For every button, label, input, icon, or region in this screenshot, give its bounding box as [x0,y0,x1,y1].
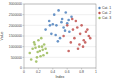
point [67,19,70,22]
point [41,49,44,52]
point [44,48,47,51]
point [68,30,71,33]
point [31,48,34,51]
point [61,18,64,21]
tick-label: 0.6 [65,70,70,74]
tick-label: 0.8 [79,70,84,74]
tick-label: 0.2 [36,70,41,74]
axis-title: Value [0,32,4,41]
tick-label: 1500000 [9,34,22,38]
point [64,11,67,14]
axis-title: Index [56,75,65,79]
point [72,28,75,31]
point [57,9,60,12]
point [80,24,83,27]
legend-label: Cat. 1 [102,6,111,10]
point [53,13,56,16]
point [48,20,51,23]
point [50,33,53,36]
tick-label: 0.4 [50,70,55,74]
point [34,46,37,49]
point [62,26,65,29]
point [28,52,31,55]
point [86,28,89,31]
tick-label: 3000000 [9,2,22,6]
point [44,28,47,31]
point [40,37,43,40]
point [77,48,80,51]
point [41,45,44,48]
point [57,40,60,43]
grid-line [24,14,96,15]
tick-label: 1 [95,70,97,74]
tick-label: 500000 [11,56,22,60]
point [82,45,85,48]
legend-swatch [98,7,100,9]
plot-area [28,9,91,63]
point [59,37,62,40]
point [35,60,38,63]
tick-label: 0 [23,70,25,74]
legend-label: Cat. 3 [102,16,111,20]
point [62,35,65,38]
point [38,45,41,48]
point [88,35,91,38]
point [71,18,74,21]
point [36,51,39,54]
point [55,24,58,27]
point [89,37,92,40]
grid-line [24,25,96,26]
point [33,41,36,44]
point [67,50,70,53]
point [49,24,52,27]
grid-line [24,57,96,58]
tick-label: 1000000 [9,45,22,49]
tick-label: 2000000 [9,24,22,28]
tick-label: 2500000 [9,13,22,17]
legend-label: Cat. 2 [102,11,111,15]
legend-swatch [98,12,100,14]
point [84,41,87,44]
plot-frame [24,4,96,68]
point [42,54,45,57]
point [76,26,79,29]
point [82,39,85,42]
point [66,24,69,27]
point [54,34,57,37]
point [85,30,88,33]
point [79,33,82,36]
point [73,37,76,40]
chart: 0 500000 1000000 1500000 2000000 2500000 30000… [0,0,126,80]
point [46,52,49,55]
point [52,23,55,26]
point [64,29,67,32]
point [39,55,42,58]
grid-line [24,36,96,37]
tick-label: 0 [20,66,22,70]
point [70,41,73,44]
point [60,21,63,24]
point [37,39,40,42]
point [43,43,46,46]
point [78,43,81,46]
point [75,20,78,23]
legend-swatch [98,17,100,19]
point [36,56,39,59]
point [30,58,33,61]
